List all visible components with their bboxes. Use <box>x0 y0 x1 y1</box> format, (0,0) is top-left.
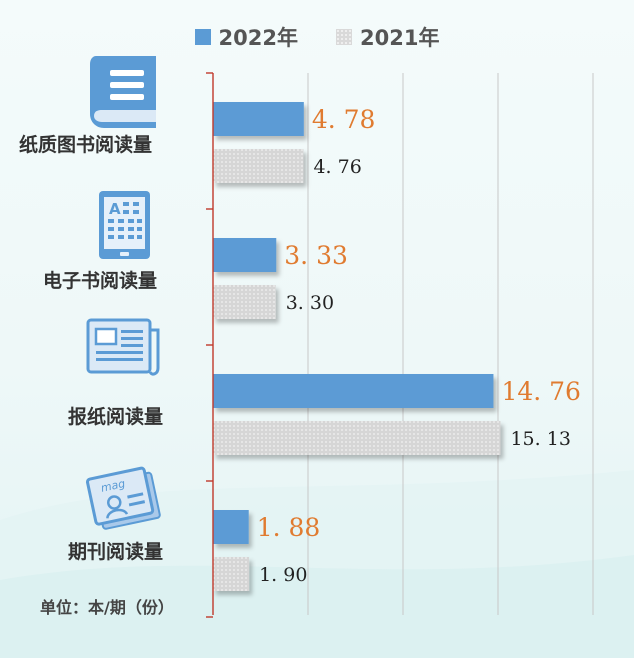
bar-2021-2 <box>213 421 501 455</box>
value-label-2021-3: 1. 90 <box>259 564 307 586</box>
bar-2021-3 <box>213 557 250 591</box>
value-label-2021-1: 3. 30 <box>286 292 334 314</box>
newspaper-icon <box>86 318 160 376</box>
bar-2021-1 <box>213 285 276 319</box>
legend-swatch-2021 <box>336 29 352 45</box>
unit-label: 单位：本/期（份） <box>40 598 174 617</box>
legend: 2022年 2021年 <box>0 22 634 52</box>
bar-2022-2 <box>213 374 494 408</box>
value-label-2022-0: 4. 78 <box>312 105 376 134</box>
value-label-2022-3: 1. 88 <box>257 513 321 542</box>
value-label-2021-2: 15. 13 <box>510 428 570 450</box>
value-label-2021-0: 4. 76 <box>313 156 361 178</box>
category-label-ebooks: 电子书阅读量 <box>43 270 158 292</box>
magazine-icon: mag <box>85 466 161 530</box>
ebook-letter: A <box>109 200 121 218</box>
bar-2022-1 <box>213 238 277 272</box>
magazine-title: mag <box>100 477 127 495</box>
grid-lines <box>307 73 594 615</box>
bar-2022-3 <box>213 510 249 544</box>
value-label-2022-2: 14. 76 <box>501 377 581 406</box>
bar-2021-0 <box>213 149 304 183</box>
book-icon <box>90 56 156 128</box>
legend-label-2022: 2022年 <box>218 26 298 50</box>
value-label-2022-1: 3. 33 <box>284 241 348 270</box>
legend-item-2021: 2021年 <box>336 22 439 52</box>
value-labels-group: 4. 78 3. 33 14. 76 1. 88 4. 76 3. 30 15. 13 1. … <box>257 105 581 586</box>
ebook-icon: A <box>99 191 150 259</box>
legend-item-2022: 2022年 <box>194 22 298 52</box>
bars-group <box>213 102 501 591</box>
category-label-periodicals: 期刊阅读量 <box>68 541 164 563</box>
axis-ticks <box>206 72 213 618</box>
legend-swatch-2022 <box>194 29 211 45</box>
bar-2022-0 <box>213 102 304 136</box>
legend-label-2021: 2021年 <box>360 26 440 50</box>
category-label-newspapers: 报纸阅读量 <box>68 406 164 428</box>
category-label-paper-books: 纸质图书阅读量 <box>19 134 153 156</box>
